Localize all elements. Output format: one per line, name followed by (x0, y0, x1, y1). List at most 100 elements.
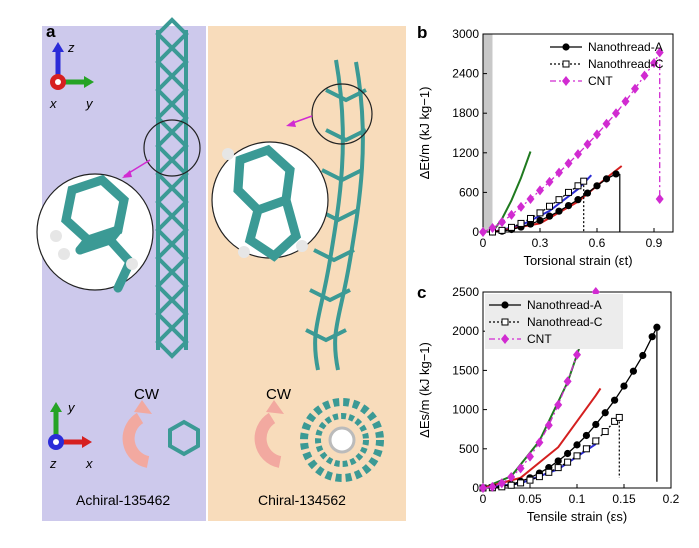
axis-label-x-top: x (50, 96, 57, 111)
x-tick-label: 0.6 (589, 236, 606, 250)
data-point (564, 458, 572, 466)
fit-curve-red (482, 387, 602, 489)
y-tick-label: 1800 (452, 106, 479, 120)
data-point (517, 201, 525, 212)
data-point (546, 202, 553, 210)
data-point (517, 219, 525, 227)
y-tick-label: 2400 (452, 67, 479, 81)
data-point (639, 351, 647, 360)
x-tick-label: 0 (480, 236, 487, 250)
data-point (517, 479, 525, 487)
cw-arrow-right-icon (254, 400, 284, 468)
legend-marker (562, 43, 570, 51)
axis-label-x-bottom: x (86, 456, 93, 471)
legend-label: Nanothread-C (527, 315, 603, 329)
legend-label: CNT (588, 74, 613, 88)
data-point (601, 409, 609, 417)
legend-label: Nanothread-C (588, 57, 664, 71)
data-point (611, 417, 619, 425)
y-axis-label: ΔEt/m (kJ kg−1) (417, 87, 432, 180)
data-point (544, 420, 553, 431)
data-point (479, 227, 487, 237)
shaded-region (483, 34, 493, 232)
x-tick-label: 0 (480, 492, 487, 506)
chart-c: c 0 0.05 0.1 0.15 0.2 0 500 1000 1500 2000 2500 Tens… (417, 283, 680, 524)
data-point (555, 196, 563, 204)
x-tick-label: 0.2 (663, 492, 680, 506)
legend-marker (501, 334, 509, 344)
fit-curve-green (491, 151, 532, 233)
data-point (612, 108, 620, 119)
x-tick-label: 0.9 (646, 236, 663, 250)
data-point (620, 382, 628, 390)
rotation-label-right: CW (266, 386, 291, 403)
data-point (573, 349, 581, 360)
data-point (498, 226, 506, 234)
data-point (602, 175, 611, 183)
axis-label-z-top: z (68, 40, 75, 55)
y-tick-label: 2000 (452, 324, 479, 338)
x-tick-label: 0.3 (532, 236, 549, 250)
data-point (582, 431, 590, 440)
data-point (592, 437, 600, 445)
data-point (593, 182, 601, 190)
y-tick-label: 1200 (452, 146, 479, 160)
y-tick-label: 500 (459, 442, 479, 456)
data-point (526, 220, 535, 228)
series-line-1 (482, 416, 620, 489)
axes-icon-bottom (48, 402, 92, 450)
axis-label-z-bottom: z (50, 456, 57, 471)
data-point (615, 413, 623, 421)
data-point (574, 182, 582, 190)
data-point (554, 464, 562, 472)
legend-label: CNT (527, 332, 552, 346)
data-point (555, 207, 563, 215)
data-point (582, 445, 590, 453)
benzene-ring (168, 419, 200, 457)
y-axis-label: ΔEs/m (kJ kg−1) (417, 342, 432, 438)
data-point (526, 194, 535, 204)
x-axis-label: Torsional strain (εt) (523, 253, 632, 268)
data-point (536, 185, 544, 196)
x-tick-label: 0.1 (569, 492, 586, 506)
achiral-zoom-molecule (61, 174, 136, 293)
data-point (527, 214, 534, 222)
data-point (545, 468, 553, 476)
panel-label-c: c (417, 283, 426, 302)
data-point (516, 463, 525, 474)
data-point (498, 217, 506, 228)
panel-label-b: b (417, 23, 427, 42)
data-point (554, 457, 562, 465)
data-point (602, 118, 611, 129)
axes-icon-top (50, 42, 94, 90)
data-point (564, 202, 573, 210)
axis-label-y-bottom: y (68, 400, 75, 415)
data-point (488, 481, 497, 492)
data-point (648, 333, 656, 341)
data-point (526, 476, 534, 484)
achiral-caption: Achiral-135462 (76, 492, 171, 508)
x-tick-label: 0.05 (518, 492, 542, 506)
data-point (574, 149, 582, 160)
data-point (507, 472, 516, 483)
axis-label-y-top: y (86, 96, 93, 111)
data-point (555, 167, 563, 178)
data-point (564, 158, 573, 169)
data-point (631, 83, 639, 94)
data-point (554, 399, 563, 410)
data-point (573, 452, 581, 460)
y-tick-label: 0 (472, 225, 479, 239)
legend-marker (501, 318, 509, 326)
data-point (564, 449, 572, 458)
achiral-nanothread (155, 17, 189, 359)
chart-b: b 0 0.3 0.6 0.9 0 600 1200 1800 2400 3000 Torsional… (417, 23, 674, 268)
legend-label: Nanothread-A (527, 298, 602, 312)
legend-marker (562, 60, 570, 68)
data-point (536, 209, 544, 217)
data-point (583, 139, 592, 150)
data-point (563, 376, 572, 387)
data-point (565, 188, 572, 196)
data-point (536, 216, 544, 225)
y-tick-label: 1500 (452, 363, 479, 377)
